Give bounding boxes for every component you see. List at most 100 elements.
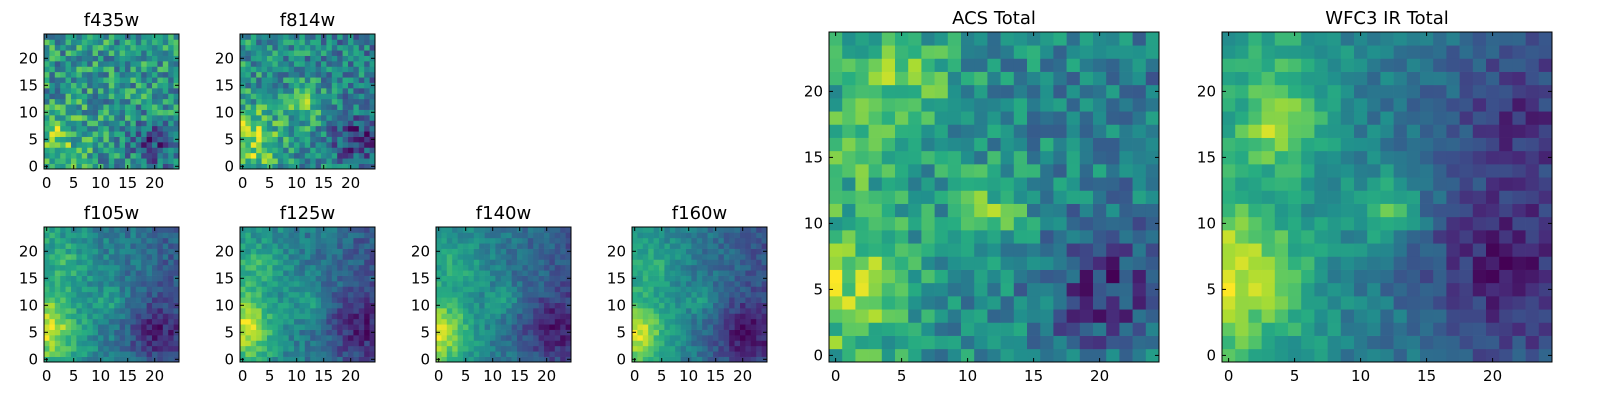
heatmap-cell <box>261 147 268 154</box>
panel-title: ACS Total <box>952 8 1036 29</box>
heatmap-cell <box>114 318 120 325</box>
heatmap-cell <box>511 324 518 330</box>
heatmap-cell <box>463 335 469 341</box>
heatmap-cell <box>157 340 164 347</box>
heatmap-cell <box>506 335 512 341</box>
heatmap-cell <box>65 158 72 164</box>
heatmap-cell <box>119 281 126 287</box>
heatmap-cell <box>1420 243 1434 257</box>
heatmap-cell <box>1040 230 1054 244</box>
heatmap-cell <box>1406 296 1421 310</box>
heatmap-cell <box>87 115 93 121</box>
heatmap-cell <box>1132 309 1147 323</box>
heatmap-cell <box>54 39 61 46</box>
heatmap-cell <box>168 142 174 148</box>
heatmap-cell <box>157 297 164 303</box>
heatmap-cell <box>761 308 768 314</box>
heatmap-cell <box>364 50 370 56</box>
heatmap-cell <box>272 340 279 347</box>
heatmap-cell <box>987 230 1001 244</box>
heatmap-cell <box>446 275 453 282</box>
heatmap-cell <box>479 270 485 276</box>
heatmap-cell <box>1027 45 1041 59</box>
heatmap-cell <box>702 259 708 266</box>
heatmap-cell <box>669 345 676 352</box>
heatmap-cell <box>283 163 289 170</box>
heatmap-cell <box>108 248 115 255</box>
heatmap-cell <box>522 308 529 314</box>
heatmap-cell <box>245 39 252 46</box>
heatmap-cell <box>92 147 99 154</box>
heatmap-cell <box>1000 137 1015 152</box>
heatmap-cell <box>1327 309 1342 323</box>
heatmap-cell <box>1000 164 1015 178</box>
heatmap-cell <box>686 329 692 336</box>
heatmap-cell <box>321 324 327 330</box>
heatmap-cell <box>1274 322 1289 336</box>
heatmap-cell <box>436 340 442 347</box>
heatmap-cell <box>642 243 649 249</box>
heatmap-cell <box>696 254 703 260</box>
heatmap-cell <box>468 345 475 352</box>
heatmap-cell <box>304 120 311 127</box>
heatmap-cell <box>294 302 300 309</box>
heatmap-cell <box>479 302 485 309</box>
heatmap-cell <box>490 329 496 336</box>
heatmap-cell <box>1327 256 1342 270</box>
heatmap-cell <box>511 335 518 341</box>
heatmap-cell <box>696 340 703 347</box>
heatmap-cell <box>369 34 376 40</box>
heatmap-cell <box>304 131 311 137</box>
heatmap-cell <box>364 356 370 363</box>
heatmap-cell <box>283 136 289 143</box>
heatmap-cell <box>1053 32 1067 46</box>
heatmap-cell <box>331 104 338 110</box>
heatmap-cell <box>49 104 56 110</box>
heatmap-cell <box>441 340 448 347</box>
heatmap-cell <box>713 324 719 330</box>
heatmap-cell <box>1027 256 1041 270</box>
heatmap-cell <box>98 264 104 271</box>
heatmap-cell <box>348 109 354 116</box>
heatmap-cell <box>664 345 671 352</box>
heatmap-cell <box>533 259 539 266</box>
heatmap-cell <box>691 243 698 249</box>
heatmap-cell <box>364 297 370 303</box>
heatmap-cell <box>152 131 158 137</box>
heatmap-cell <box>452 237 458 244</box>
heatmap-cell <box>141 93 147 100</box>
heatmap-cell <box>135 275 142 282</box>
heatmap-cell <box>315 147 322 154</box>
heatmap-cell <box>713 302 719 309</box>
heatmap-cell <box>1119 322 1133 336</box>
heatmap-cell <box>745 281 752 287</box>
heatmap-cell <box>511 286 518 293</box>
heatmap-cell <box>1433 230 1447 244</box>
heatmap-cell <box>1027 177 1041 191</box>
heatmap-cell <box>868 322 883 336</box>
heatmap-cell <box>947 335 962 350</box>
heatmap-cell <box>141 158 147 164</box>
heatmap-cell <box>1486 335 1500 350</box>
heatmap-cell <box>76 44 83 51</box>
heatmap-cell <box>81 109 88 116</box>
heatmap-cell <box>60 291 66 298</box>
heatmap-cell <box>895 296 909 310</box>
heatmap-cell <box>1079 282 1094 297</box>
heatmap-cell <box>723 324 730 330</box>
heatmap-cell <box>457 340 464 347</box>
heatmap-cell <box>65 39 72 46</box>
heatmap-cell <box>686 318 692 325</box>
heatmap-cell <box>60 136 66 143</box>
heatmap-cell <box>468 270 475 276</box>
heatmap-cell <box>288 93 295 100</box>
heatmap-cell <box>87 297 93 303</box>
heatmap-cell <box>353 88 360 94</box>
heatmap-cell <box>522 243 529 249</box>
heatmap-cell <box>522 237 529 244</box>
heatmap-cell <box>60 98 66 105</box>
heatmap-cell <box>288 329 295 336</box>
heatmap-cell <box>98 297 104 303</box>
heatmap-cell <box>522 302 529 309</box>
y-tick-label: 10 <box>19 103 38 121</box>
